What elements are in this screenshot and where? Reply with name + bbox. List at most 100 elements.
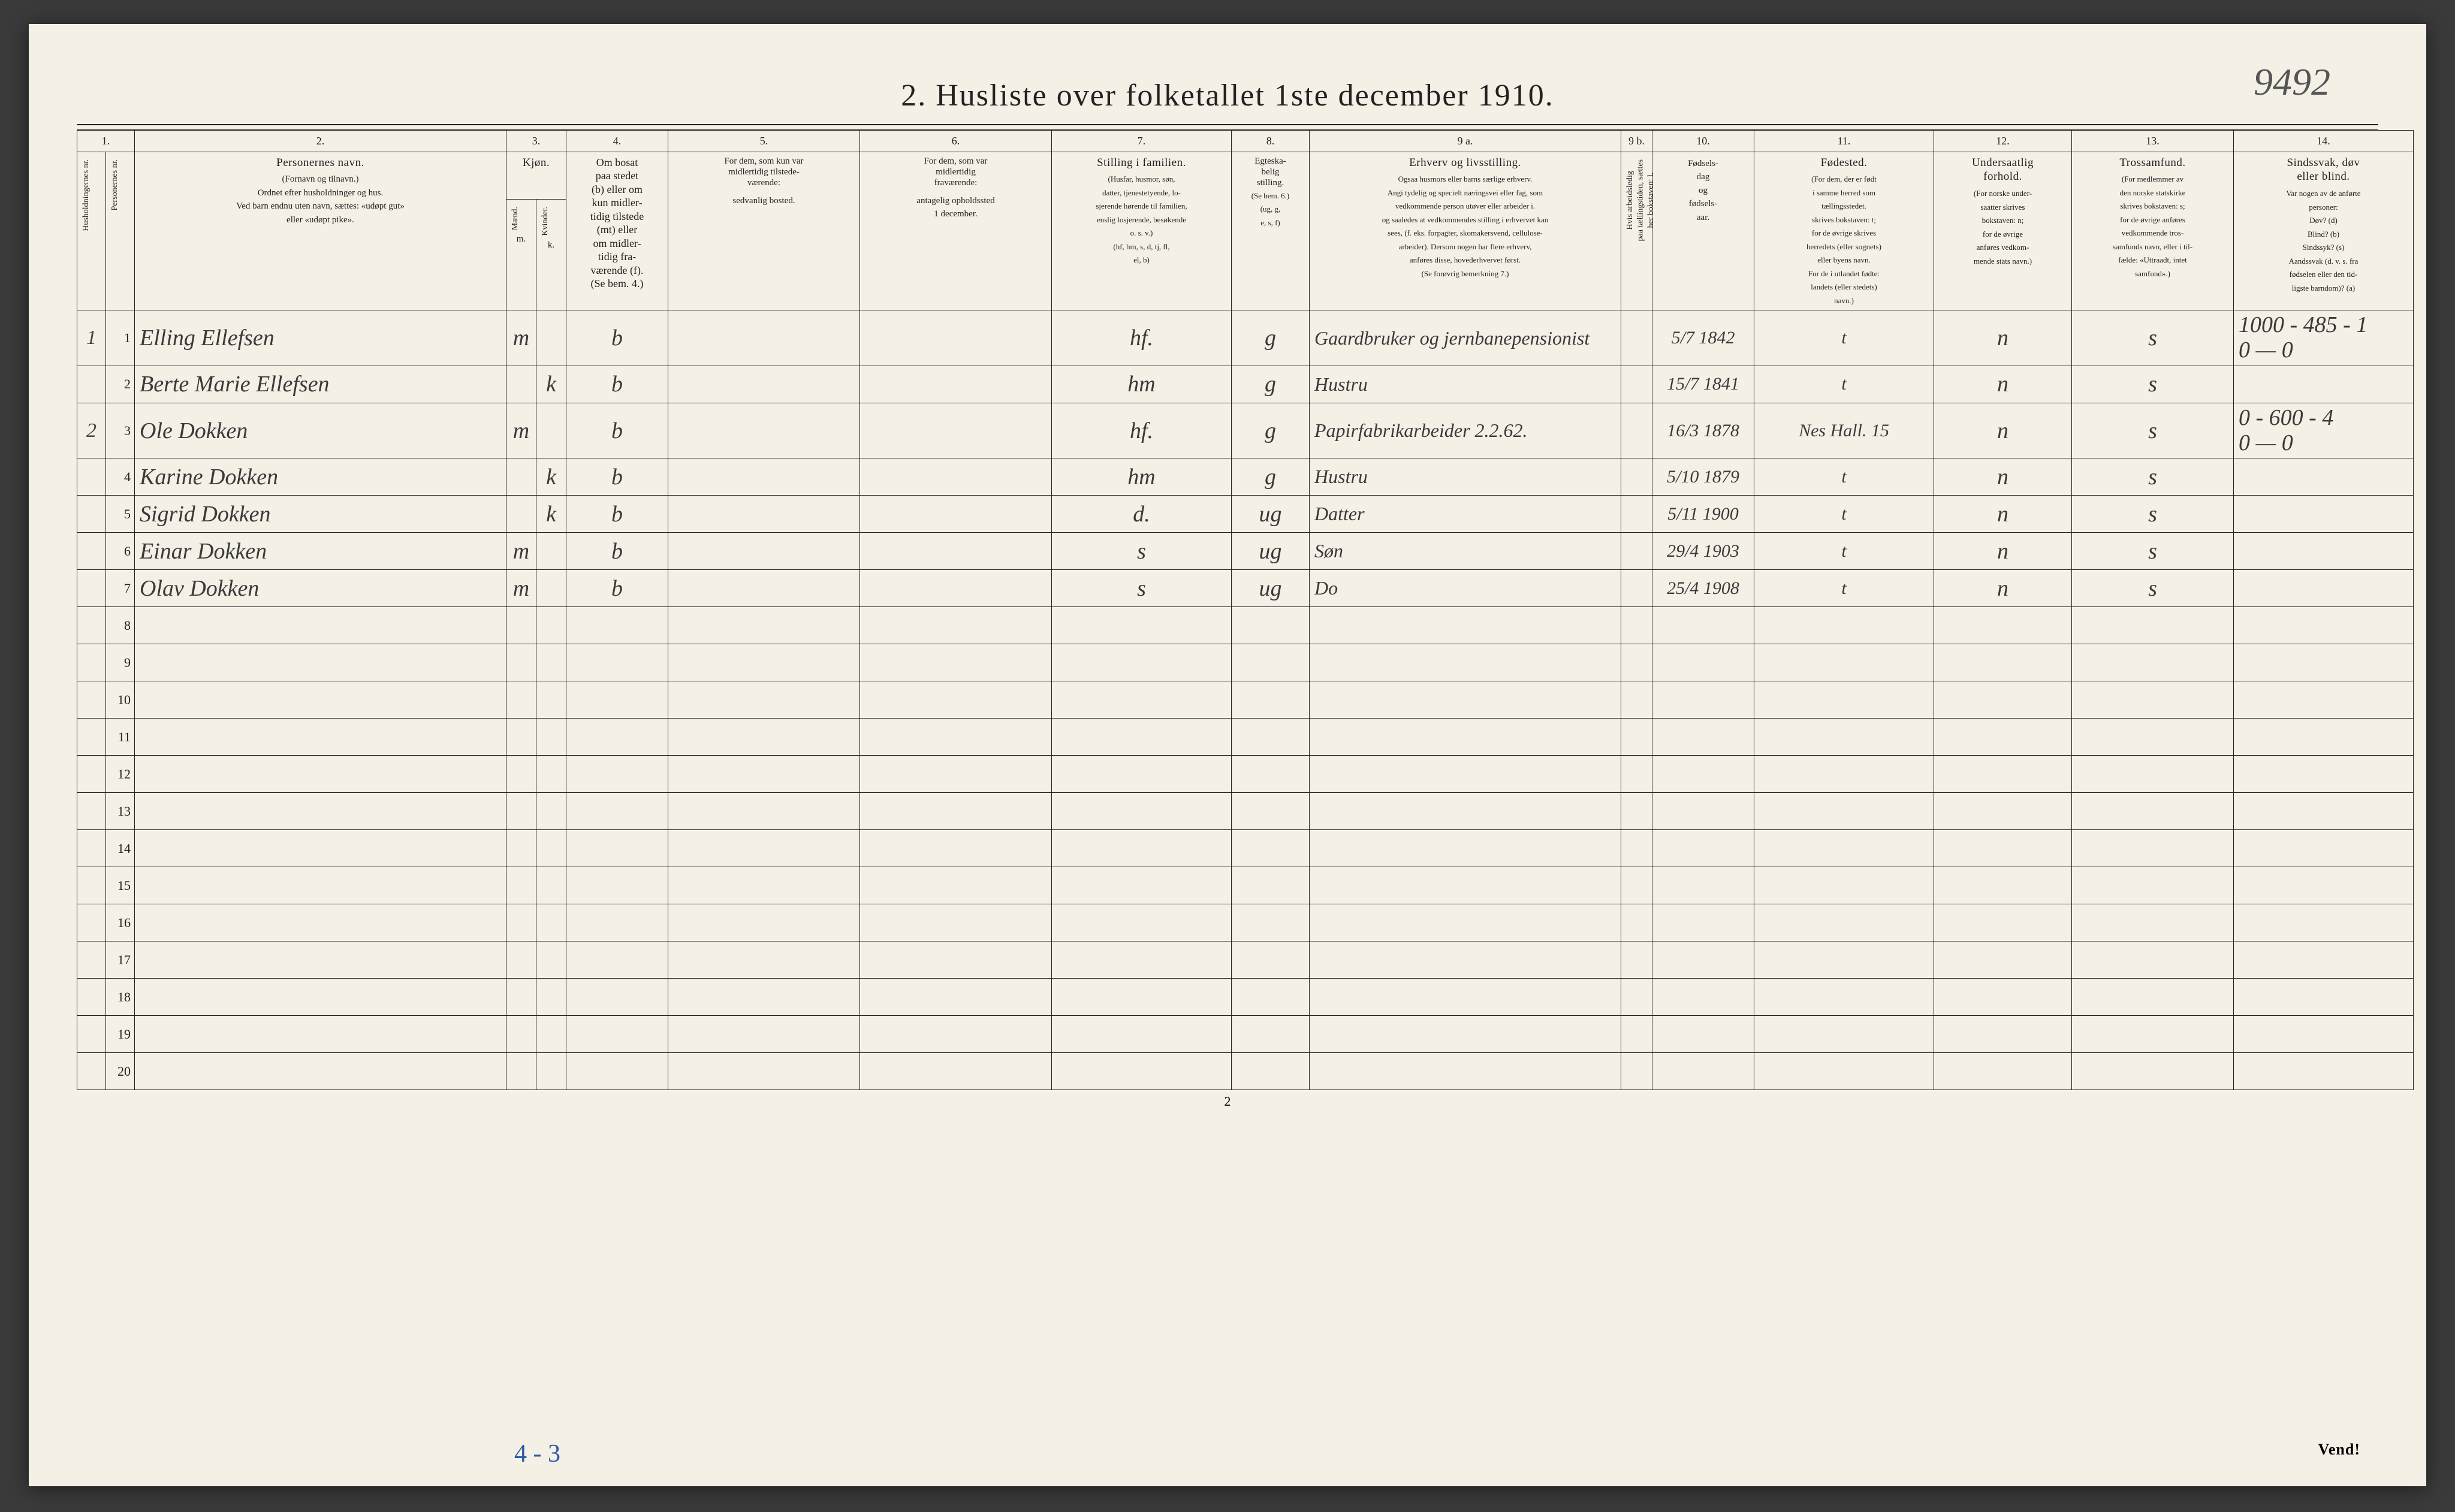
cell-14 [2234, 533, 2414, 570]
page-title: 2. Husliste over folketallet 1ste decemb… [77, 78, 2378, 113]
annotation-top-right: 9492 [2254, 60, 2330, 104]
hdr-7: Stilling i familien. (Husfar, husmor, sø… [1052, 152, 1232, 310]
empty-cell: 20 [106, 1053, 135, 1090]
empty-cell [1652, 830, 1754, 867]
colnum-13: 13. [2072, 131, 2234, 152]
empty-cell [566, 681, 668, 719]
cell-sex-k: k [536, 496, 566, 533]
cell-birthplace: Nes Hall. 15 [1754, 403, 1934, 458]
empty-cell [566, 756, 668, 793]
empty-cell [1232, 979, 1310, 1016]
empty-cell [536, 719, 566, 756]
cell-family-role: d. [1052, 496, 1232, 533]
empty-cell [1621, 607, 1652, 644]
empty-cell [2234, 793, 2414, 830]
empty-cell [1232, 1053, 1310, 1090]
cell-9b [1621, 310, 1652, 366]
cell-marital: g [1232, 310, 1310, 366]
table-row: 23Ole Dokkenmbhf.gPapirfabrikarbeider 2.… [77, 403, 2414, 458]
empty-cell [1934, 681, 2072, 719]
empty-cell [2072, 644, 2234, 681]
empty-cell [566, 607, 668, 644]
empty-cell [77, 1053, 106, 1090]
empty-cell [860, 607, 1052, 644]
colnum-7: 7. [1052, 131, 1232, 152]
empty-cell [506, 793, 536, 830]
hdr-4: Om bosat paa stedet (b) eller om kun mid… [566, 152, 668, 310]
cell-5 [668, 570, 860, 607]
empty-cell [77, 1016, 106, 1053]
empty-cell [506, 719, 536, 756]
hdr-9b: Hvis arbeidsledig paa tællingstiden, sæt… [1621, 152, 1652, 310]
cell-name: Einar Dokken [135, 533, 506, 570]
cell-family-role: s [1052, 533, 1232, 570]
empty-cell [566, 941, 668, 979]
cell-religion: s [2072, 533, 2234, 570]
empty-cell [1934, 607, 2072, 644]
empty-cell: 19 [106, 1016, 135, 1053]
cell-name: Ole Dokken [135, 403, 506, 458]
blue-annotation: 4 - 3 [514, 1439, 560, 1468]
empty-cell [135, 941, 506, 979]
empty-cell [860, 793, 1052, 830]
empty-cell [2072, 719, 2234, 756]
cell-household-num: 2 [77, 403, 106, 458]
cell-sex-k: k [536, 458, 566, 496]
cell-religion: s [2072, 458, 2234, 496]
empty-cell: 15 [106, 867, 135, 904]
cell-14: 1000 - 485 - 1 0 — 0 [2234, 310, 2414, 366]
table-row-empty: 20 [77, 1053, 2414, 1090]
empty-cell [2072, 830, 2234, 867]
empty-cell [2234, 1016, 2414, 1053]
empty-cell [1232, 756, 1310, 793]
empty-cell [536, 681, 566, 719]
empty-cell [1754, 756, 1934, 793]
hdr-9a: Erhverv og livsstilling. Ogsaa husmors e… [1310, 152, 1621, 310]
empty-cell [668, 719, 860, 756]
table-row-empty: 8 [77, 607, 2414, 644]
cell-6 [860, 310, 1052, 366]
empty-cell [506, 830, 536, 867]
table-row-empty: 9 [77, 644, 2414, 681]
cell-household-num [77, 570, 106, 607]
empty-cell [860, 830, 1052, 867]
empty-cell [77, 756, 106, 793]
empty-cell [1621, 719, 1652, 756]
cell-sex-k [536, 403, 566, 458]
cell-marital: ug [1232, 533, 1310, 570]
empty-cell [566, 1016, 668, 1053]
empty-cell [506, 681, 536, 719]
empty-cell [1934, 904, 2072, 941]
cell-household-num [77, 533, 106, 570]
cell-9b [1621, 458, 1652, 496]
empty-cell [1310, 979, 1621, 1016]
table-row-empty: 15 [77, 867, 2414, 904]
cell-occupation: Hustru [1310, 458, 1621, 496]
cell-6 [860, 533, 1052, 570]
empty-cell [2234, 979, 2414, 1016]
empty-cell [135, 607, 506, 644]
cell-sex-k: k [536, 366, 566, 403]
cell-5 [668, 310, 860, 366]
table-row-empty: 19 [77, 1016, 2414, 1053]
cell-marital: g [1232, 403, 1310, 458]
empty-cell: 13 [106, 793, 135, 830]
cell-family-role: s [1052, 570, 1232, 607]
empty-cell [1621, 644, 1652, 681]
empty-cell [77, 719, 106, 756]
hdr-11-title: Fødested. [1757, 156, 1931, 170]
empty-cell [1621, 830, 1652, 867]
footer-page-number: 2 [77, 1094, 2378, 1109]
cell-occupation: Hustru [1310, 366, 1621, 403]
empty-cell [566, 904, 668, 941]
empty-cell [1934, 1053, 2072, 1090]
empty-cell [1052, 719, 1232, 756]
hdr-3-m: Mænd.m. [506, 200, 536, 310]
empty-cell [1754, 1016, 1934, 1053]
empty-cell [1232, 644, 1310, 681]
empty-cell [860, 1016, 1052, 1053]
cell-sex-m: m [506, 570, 536, 607]
hdr-13-sub: (For medlemmer av den norske statskirke … [2113, 174, 2192, 278]
empty-cell [536, 607, 566, 644]
empty-cell [77, 979, 106, 1016]
